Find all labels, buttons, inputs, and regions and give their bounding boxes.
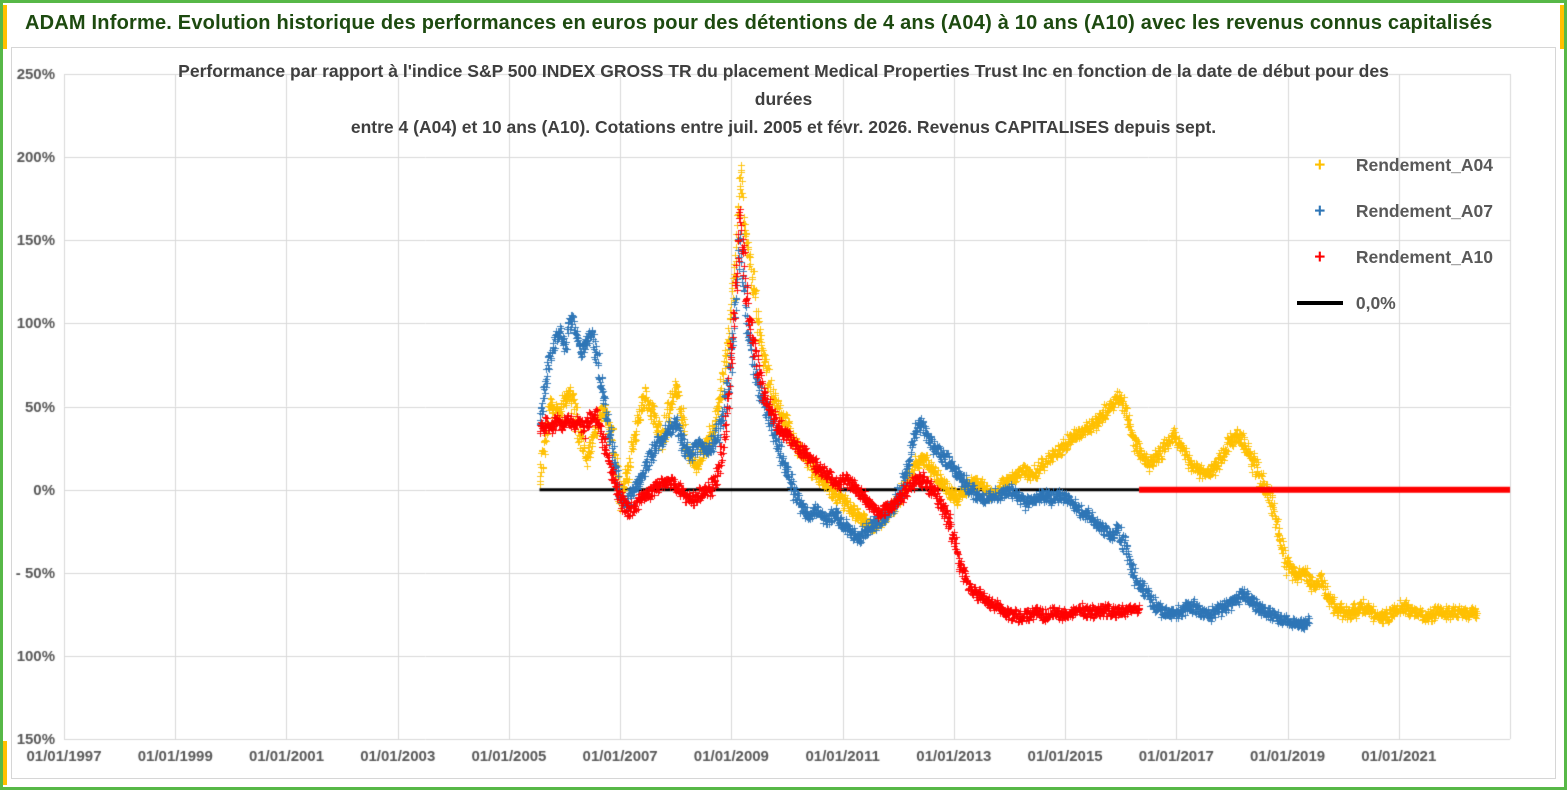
- legend-plus-marker: +: [1297, 248, 1343, 267]
- legend-label: Rendement_A10: [1355, 246, 1493, 267]
- header: ADAM Informe. Evolution historique des p…: [3, 3, 1564, 44]
- series-plus-swatch: +: [1314, 200, 1326, 222]
- chart-legend: + Rendement_A04 + Rendement_A07 + Rendement_A…: [1296, 142, 1493, 326]
- selection-accent-top-right: [1560, 5, 1564, 49]
- chart-area: Performance par rapport à l'indice S&P 5…: [11, 47, 1556, 779]
- page-title: ADAM Informe. Evolution historique des p…: [25, 12, 1493, 34]
- legend-label: 0,0%: [1355, 292, 1396, 313]
- zero-line-swatch: [1296, 301, 1343, 305]
- legend-item-rendement-a07: + Rendement_A07: [1297, 188, 1493, 234]
- legend-line-marker: [1296, 301, 1343, 305]
- series-plus-swatch: +: [1314, 154, 1326, 176]
- legend-item-rendement-a10: + Rendement_A10: [1297, 234, 1493, 280]
- selection-accent-top-left: [3, 5, 7, 49]
- selection-accent-bottom-left: [3, 741, 7, 785]
- legend-item-0-0-: 0,0%: [1296, 280, 1493, 326]
- legend-item-rendement-a04: + Rendement_A04: [1297, 142, 1493, 188]
- legend-label: Rendement_A04: [1355, 154, 1493, 175]
- legend-plus-marker: +: [1297, 202, 1343, 221]
- plot-canvas: [12, 48, 1555, 778]
- series-plus-swatch: +: [1314, 246, 1326, 268]
- legend-plus-marker: +: [1297, 156, 1343, 175]
- legend-label: Rendement_A07: [1355, 200, 1493, 221]
